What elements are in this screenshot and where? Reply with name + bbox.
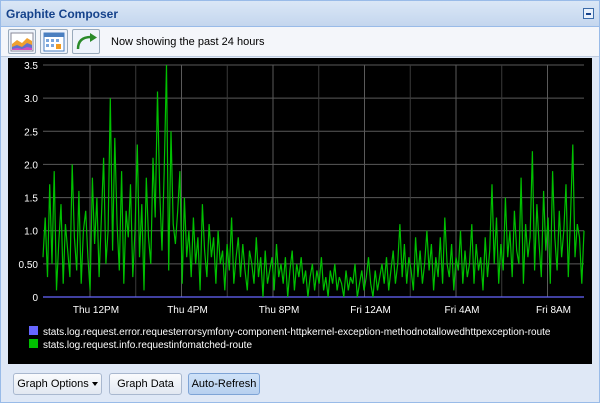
- collapse-icon[interactable]: [583, 8, 594, 19]
- x-tick-label: Fri 4AM: [445, 305, 480, 316]
- y-tick-label: 0: [32, 293, 38, 304]
- x-tick-label: Thu 8PM: [259, 305, 300, 316]
- x-tick-label: Thu 12PM: [73, 305, 119, 316]
- calendar-icon: [43, 32, 65, 52]
- y-tick-label: 0.50: [19, 260, 39, 271]
- legend-swatch: [29, 339, 38, 348]
- y-tick-label: 1.0: [24, 227, 38, 238]
- y-tick-label: 3.0: [24, 94, 38, 105]
- graph-data-button[interactable]: Graph Data: [109, 373, 182, 395]
- graph-svg: 0 0.50 1.0 1.5 2.0 2.5 3.0 3.5 Thu 12PM Thu 4PM Th…: [19, 61, 585, 351]
- auto-refresh-label: Auto-Refresh: [191, 378, 257, 390]
- y-tick-label: 1.5: [24, 194, 38, 205]
- graph-options-label: Graph Options: [17, 378, 89, 390]
- legend-label: stats.log.request.info.requestinfomatche…: [43, 340, 252, 351]
- graph-options-button[interactable]: Graph Options: [13, 373, 102, 395]
- auto-refresh-button[interactable]: Auto-Refresh: [188, 373, 260, 395]
- window-title: Graphite Composer: [6, 7, 119, 21]
- refresh-button[interactable]: [72, 29, 100, 54]
- toolbar: Now showing the past 24 hours: [1, 27, 599, 57]
- x-tick-label: Thu 4PM: [167, 305, 208, 316]
- y-tick-label: 2.0: [24, 160, 38, 171]
- graph-data-label: Graph Data: [117, 378, 174, 390]
- x-tick-label: Fri 12AM: [350, 305, 391, 316]
- bottom-toolbar: Graph Options Graph Data Auto-Refresh: [1, 367, 599, 402]
- dropdown-arrow-icon: [91, 382, 98, 387]
- title-bar: Graphite Composer: [1, 1, 599, 27]
- series-line: [42, 64, 585, 298]
- legend-swatch: [29, 326, 38, 335]
- time-range-status: Now showing the past 24 hours: [111, 36, 265, 48]
- graph-type-button[interactable]: [8, 29, 36, 54]
- time-range-button[interactable]: [40, 29, 68, 54]
- refresh-arrow-icon: [76, 33, 97, 50]
- x-tick-label: Fri 8AM: [536, 305, 571, 316]
- chart-icon: [10, 32, 34, 52]
- legend-label: stats.log.request.error.requesterrorsymf…: [43, 327, 551, 338]
- y-tick-label: 2.5: [24, 127, 38, 138]
- graph-image: 0 0.50 1.0 1.5 2.0 2.5 3.0 3.5 Thu 12PM Thu 4PM Th…: [8, 58, 592, 364]
- y-tick-label: 3.5: [24, 61, 38, 72]
